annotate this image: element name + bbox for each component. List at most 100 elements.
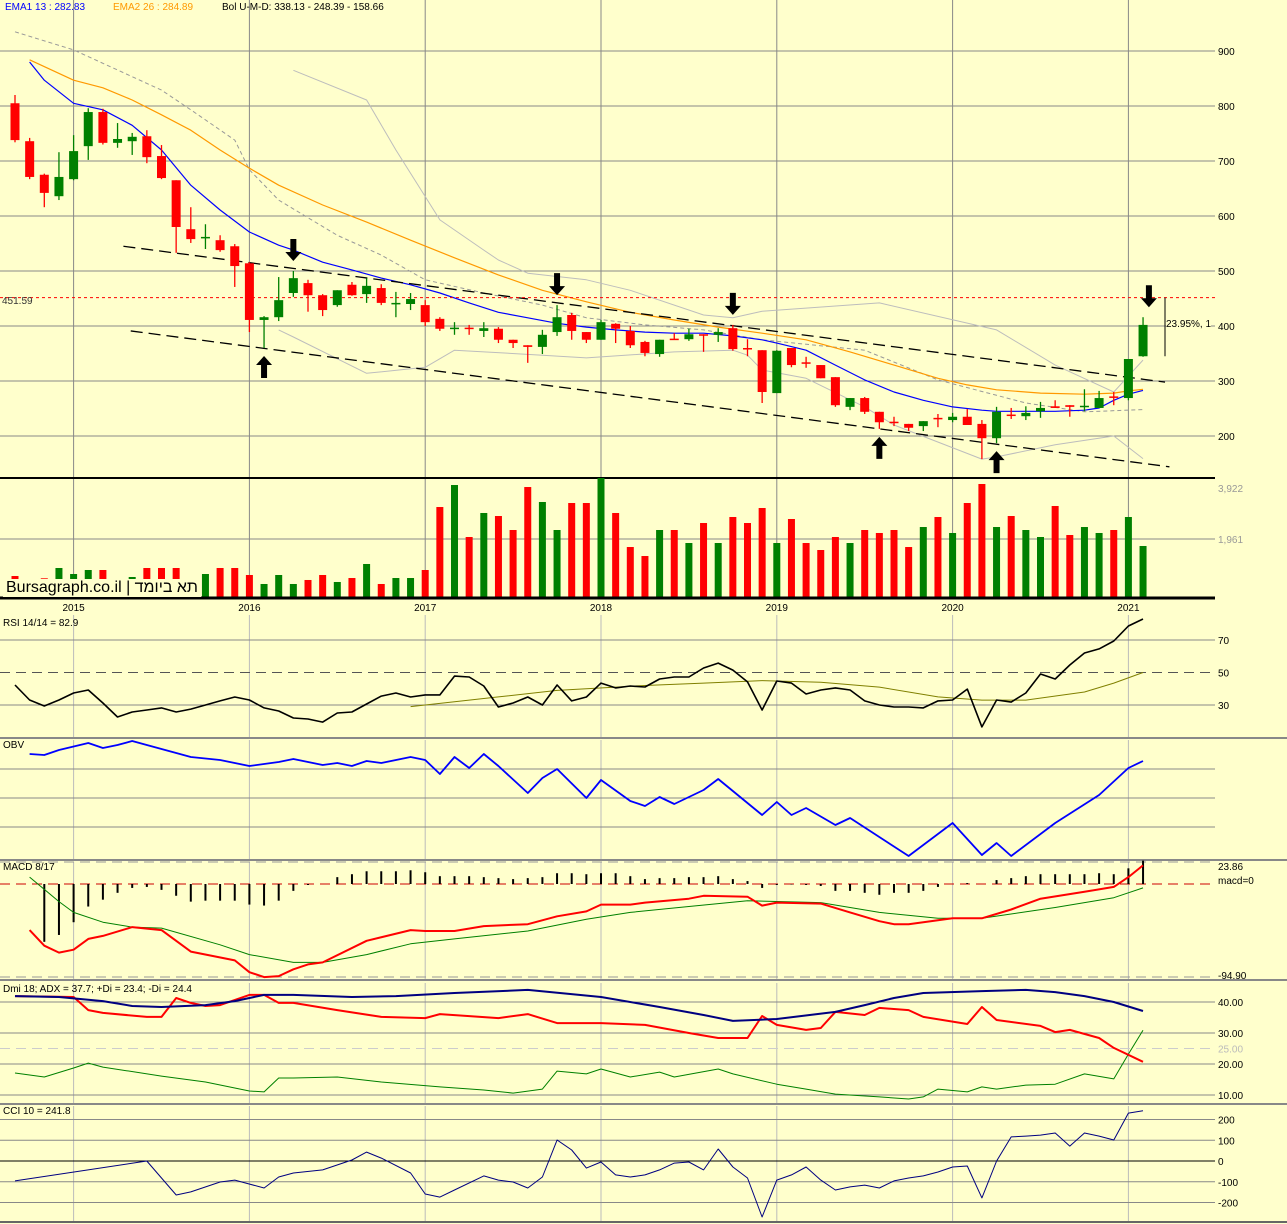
up-arrow-icon [988,451,1005,474]
volume-bar [626,547,634,597]
candle-body [288,278,298,293]
volume-bar [993,527,1001,597]
volume-bar [582,503,590,597]
volume-bar [377,583,385,597]
candle-body [581,332,591,340]
obv-panel-label: OBV [3,740,25,751]
volume-bar [934,516,942,597]
volume-bar [333,581,341,597]
candle-body [69,151,79,180]
candle-body [992,411,1002,439]
candle-body [318,295,328,311]
x-tick-label: 2017 [414,603,437,614]
volume-bar [1022,530,1030,597]
candle-body [215,240,225,251]
candle-body [816,365,826,379]
volume-bar [729,516,737,597]
candle-body [10,103,20,141]
x-tick-label: 2020 [941,603,964,614]
cci-tick-label: 200 [1218,1116,1235,1127]
candle-body [552,317,562,333]
volume-bar [905,547,913,597]
down-arrow-icon [285,239,302,261]
macd-panel-label: MACD 8/17 [3,862,55,873]
candle-body [98,112,108,143]
volume-bar [216,567,224,597]
candle-body [54,176,64,197]
volume-bar [568,503,576,597]
x-tick-label: 2021 [1117,603,1140,614]
candle-body [845,398,855,407]
bollinger-legend: Bol U-M-D: 338.13 - 248.39 - 158.66 [222,2,384,13]
down-arrow-icon [1140,285,1157,308]
candle-body [596,322,606,340]
candle-body [1050,406,1060,408]
candle-body [200,236,210,239]
adx-line [14,988,1144,1022]
candle-body [889,421,899,424]
volume-bar [319,574,327,597]
volume-bar [656,530,664,597]
volume-bar [744,523,751,597]
volume-bar [949,532,957,597]
candle-body [83,112,93,147]
volume-bar [231,567,239,597]
candle-body [669,338,679,341]
candle-body [933,417,943,420]
candle-body [244,263,254,320]
candle-body [157,156,166,179]
candle-body [611,323,621,329]
volume-bar [465,536,473,597]
candle-body [303,283,313,296]
dmi-tick-label: 30.00 [1218,1029,1243,1040]
candle-body [1021,412,1031,417]
dmi-tick-label: 40.00 [1218,998,1243,1009]
x-tick-label: 2015 [62,603,85,614]
candle-body [25,141,35,177]
cci-line [14,1110,1144,1218]
candle-body [1094,398,1104,408]
candle-body [801,362,811,364]
candle-body [523,345,533,347]
price-tick-label: 500 [1218,267,1235,278]
candle-body [713,332,723,335]
measurement-label: 23.95%, 1 [1166,319,1212,330]
candle-body [625,330,635,346]
candle-body [406,299,416,304]
volume-bar [817,550,825,597]
bollinger-upper-line [293,69,1144,393]
trendline [130,330,1170,468]
dmi-tick-label: 25.00 [1218,1045,1243,1056]
volume-bar [875,532,883,597]
candle-body [274,300,284,318]
macd-zero-label: macd=0 [1218,876,1254,887]
rsi-tick-label: 70 [1218,636,1230,647]
volume-bar [260,583,268,597]
rsi-signal-line [410,672,1144,708]
candle-body [640,341,650,353]
volume-bar [363,563,371,597]
reference-line-label: 451.59 [2,296,33,307]
ema2-line [29,59,1144,395]
volume-bar [714,543,722,597]
candle-body [1006,414,1016,417]
candle-body [186,229,196,240]
candle-body [391,302,401,305]
volume-bar [612,512,620,597]
candle-body [1065,405,1075,407]
down-arrow-icon [724,292,741,315]
volume-bar [1037,536,1044,597]
candle-body [39,174,49,193]
price-tick-label: 900 [1218,47,1235,58]
candle-body [904,423,914,428]
candle-body [743,348,752,350]
volume-bar [201,574,209,597]
candle-body [537,334,547,347]
candle-body [772,350,782,394]
volume-bar [1110,530,1118,597]
candle-body [684,334,694,340]
rsi-panel-label: RSI 14/14 = 82.9 [3,618,79,629]
volume-bar [787,519,795,597]
volume-bar [407,578,415,597]
ema1-legend: EMA1 13 : 282.83 [5,2,86,13]
